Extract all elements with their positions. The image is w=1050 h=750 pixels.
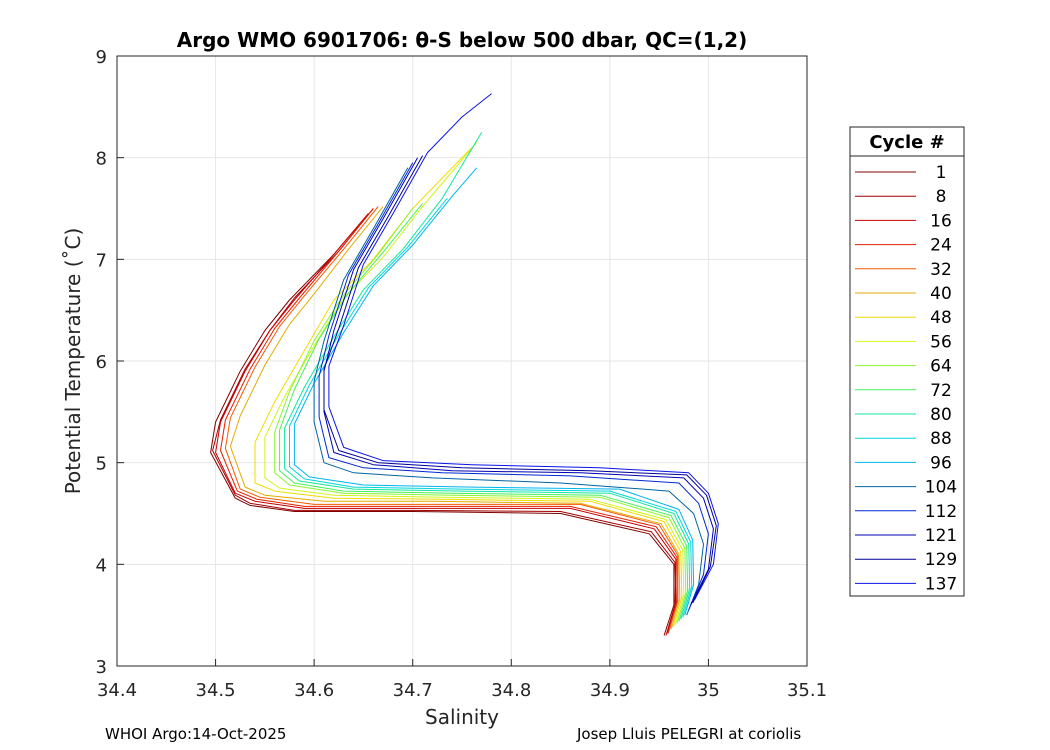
chart-title: Argo WMO 6901706: θ-S below 500 dbar, QC… [177,28,747,52]
y-tick-label: 4 [96,555,107,576]
legend-label-cycle-137: 137 [925,574,957,594]
x-tick-label: 34.5 [196,680,236,701]
legend-label-cycle-64: 64 [930,357,952,377]
legend-label-cycle-8: 8 [936,187,947,207]
series-line-cycle-72 [279,203,689,622]
legend-label-cycle-32: 32 [930,260,952,280]
series-lines [210,93,719,636]
legend-label-cycle-1: 1 [936,163,947,183]
legend-box [849,126,965,597]
y-tick-label: 3 [96,657,107,678]
x-tick-label: 35.1 [787,680,827,701]
legend-label-cycle-72: 72 [930,381,952,401]
series-line-cycle-104 [313,167,704,616]
series-line-cycle-8 [212,208,677,634]
series-line-cycle-48 [254,147,683,628]
series-line-cycle-80 [284,132,691,620]
x-tick-label: 35 [697,680,720,701]
legend-title: Cycle # [869,132,944,153]
y-tick-label: 6 [96,352,107,373]
legend-label-cycle-48: 48 [930,308,952,328]
legend-label-cycle-88: 88 [930,429,952,449]
series-line-cycle-24 [220,208,678,634]
legend: Cycle # 1 8 16 24 32 40 48 56 64 72 80 88 96 104 112 12… [849,126,965,597]
legend-label-cycle-80: 80 [930,405,952,425]
y-tick-label: 5 [96,454,107,475]
legend-label-cycle-104: 104 [925,478,957,498]
footer-source: WHOI Argo:14-Oct-2025 [105,725,287,743]
x-tick-label: 34.7 [393,680,433,701]
x-axis-label: Salinity [425,705,499,729]
y-tick-label: 7 [96,250,107,271]
legend-label-cycle-112: 112 [925,502,957,522]
series-line-cycle-88 [289,197,693,618]
series-line-cycle-96 [293,167,695,616]
x-tick-label: 34.4 [97,680,137,701]
axis-ticks: 34.4 34.5 34.6 34.7 34.8 34.9 35 35.1 3 4 5 6 7 8 9 [96,47,827,701]
legend-label-cycle-121: 121 [925,526,957,546]
legend-label-cycle-40: 40 [930,284,952,304]
footer-credit: Josep Lluis PELEGRI at coriolis [577,725,802,743]
legend-label-cycle-24: 24 [930,236,952,256]
x-tick-label: 34.6 [294,680,334,701]
series-line-cycle-129 [323,155,717,604]
legend-label-cycle-16: 16 [930,211,952,231]
series-line-cycle-32 [224,206,679,632]
legend-label-cycle-96: 96 [930,453,952,473]
y-tick-label: 9 [96,47,107,68]
x-tick-label: 34.9 [590,680,630,701]
series-line-cycle-1 [210,213,675,636]
series-line-cycle-137 [328,93,719,601]
x-tick-label: 34.8 [491,680,531,701]
series-line-cycle-56 [264,142,685,626]
series-line-cycle-121 [323,157,714,606]
series-line-cycle-40 [229,206,681,630]
series-line-cycle-112 [318,162,709,611]
legend-entries: 1 8 16 24 32 40 48 56 64 72 80 88 96 104 112 121 129 137 [855,163,957,594]
y-axis-label: Potential Temperature (˚C) [61,228,85,495]
legend-label-cycle-56: 56 [930,332,952,352]
legend-label-cycle-129: 129 [925,550,957,570]
y-tick-label: 8 [96,149,107,170]
series-line-cycle-16 [215,213,677,636]
